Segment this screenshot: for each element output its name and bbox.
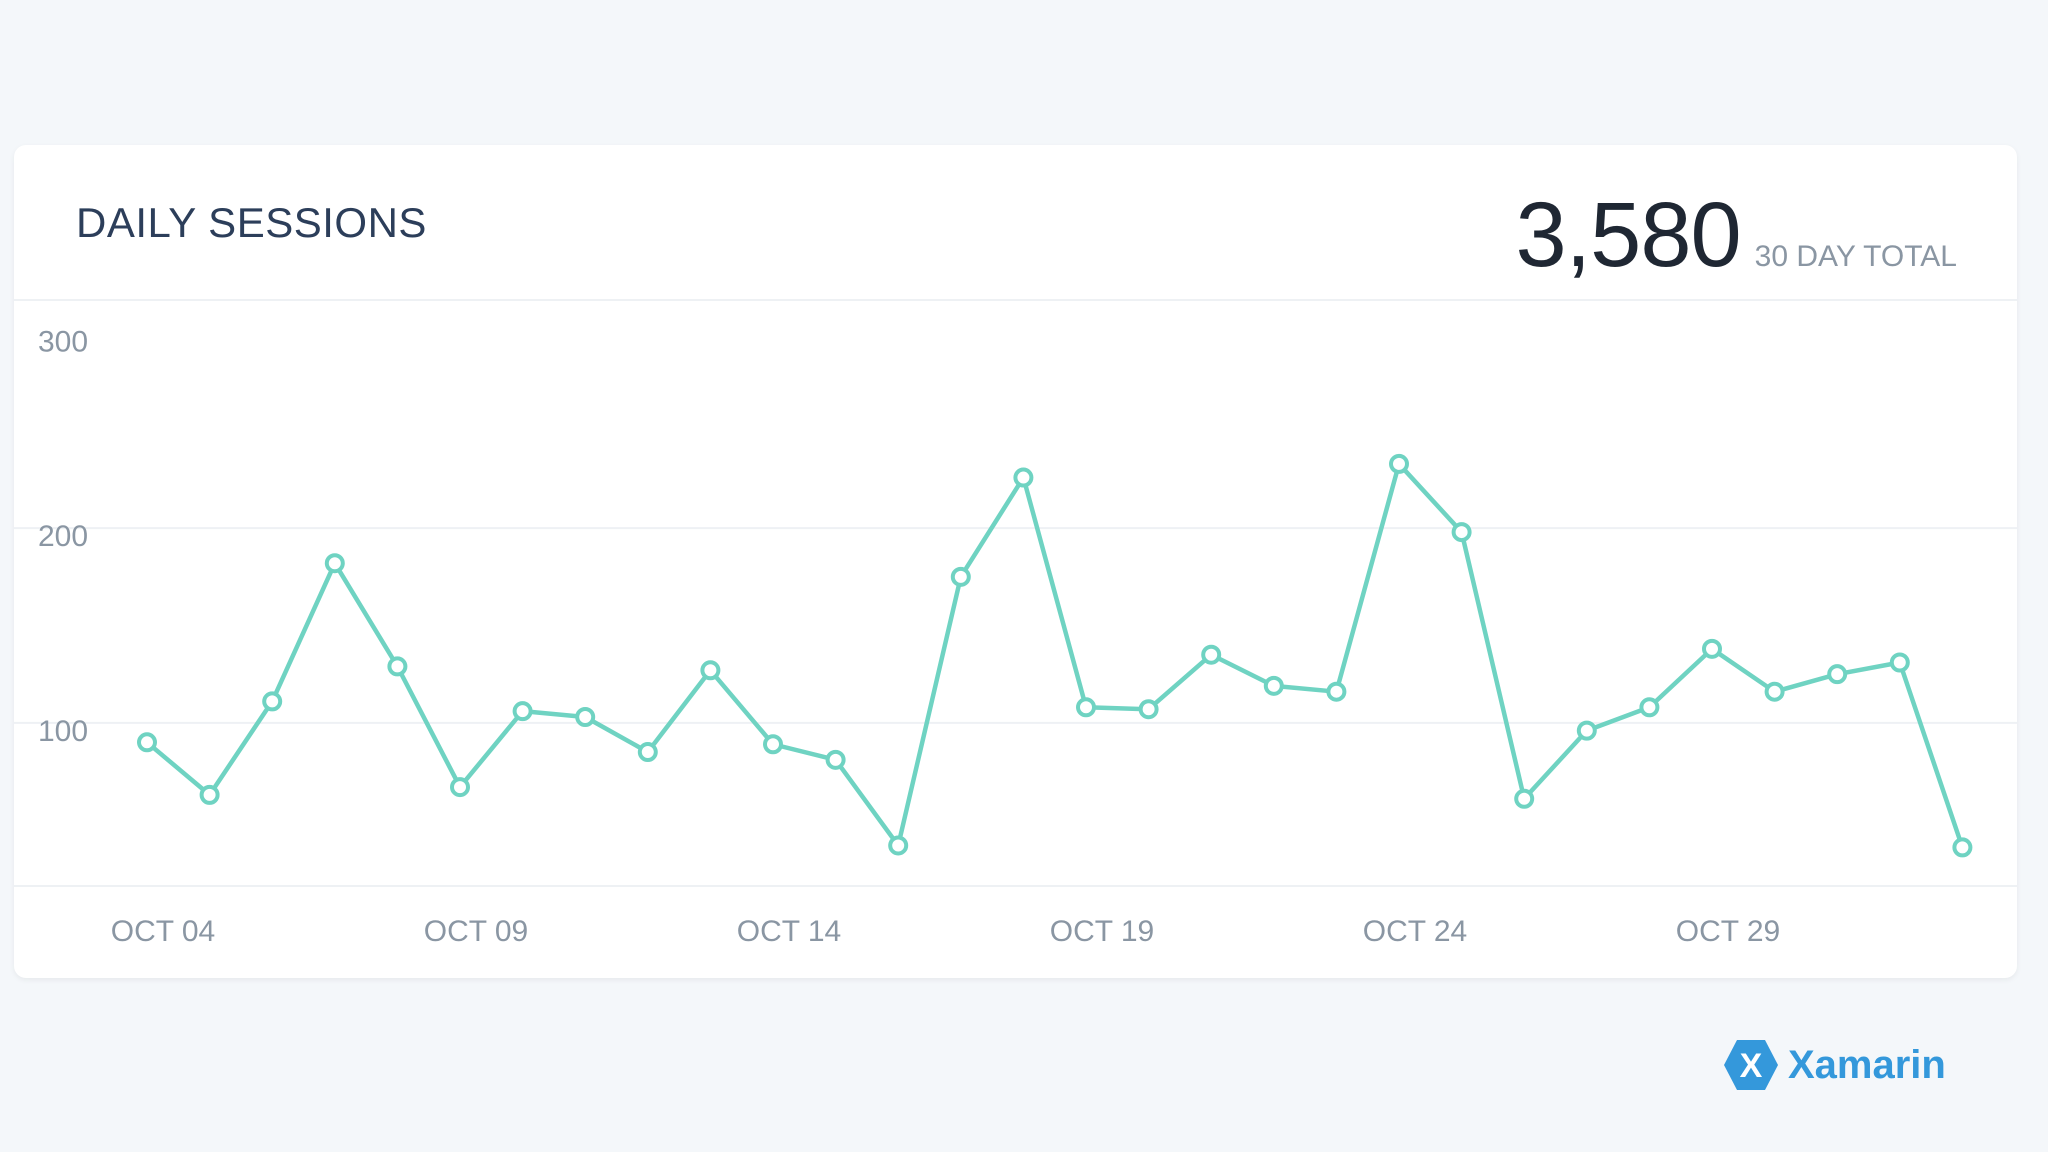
data-point <box>199 784 220 805</box>
data-point <box>1639 697 1660 718</box>
data-point <box>888 835 909 856</box>
data-point <box>1138 699 1159 720</box>
x-tick-label: OCT 24 <box>1363 915 1468 948</box>
brand-name: Xamarin <box>1788 1042 1946 1087</box>
xamarin-hexagon-icon: X <box>1724 1040 1778 1090</box>
data-point <box>512 701 533 722</box>
data-point <box>950 566 971 587</box>
total-value: 3,580 <box>1515 184 1741 286</box>
data-point <box>1076 697 1096 718</box>
y-tick-label: 300 <box>38 326 88 359</box>
x-tick-label: OCT 19 <box>1050 915 1155 948</box>
data-point <box>387 656 408 677</box>
header-divider <box>14 299 2017 301</box>
data-point <box>450 777 470 798</box>
data-point <box>637 742 658 763</box>
data-point <box>1702 638 1722 659</box>
data-point <box>1764 681 1785 702</box>
data-point <box>1576 720 1597 741</box>
x-tick-label: OCT 29 <box>1676 915 1781 948</box>
data-point <box>763 734 783 755</box>
x-tick-label: OCT 14 <box>737 915 842 948</box>
data-point <box>1201 644 1222 665</box>
data-point <box>262 691 283 712</box>
y-tick-label: 200 <box>38 520 88 553</box>
data-point <box>1451 522 1472 543</box>
data-point <box>1889 652 1910 673</box>
data-point <box>1827 664 1848 685</box>
daily-sessions-card: DAILY SESSIONS 3,580 30 DAY TOTAL 300 200… <box>14 145 2017 978</box>
x-tick-label: OCT 09 <box>424 915 529 948</box>
y-tick-label: 100 <box>38 715 88 748</box>
data-point <box>575 706 596 727</box>
sessions-line-chart: 300 200 100 OCT 04 OCT 09 OCT 14 OCT 19 OCT 24 O… <box>14 326 2017 948</box>
data-point <box>825 749 846 770</box>
data-point <box>1326 681 1347 702</box>
logo-mark-letter: X <box>1740 1047 1763 1085</box>
total-summary: 3,580 30 DAY TOTAL <box>1515 183 1957 288</box>
data-point <box>1263 675 1284 696</box>
data-point <box>1389 453 1409 474</box>
xamarin-logo: X Xamarin <box>1722 1036 1946 1094</box>
total-label: 30 DAY TOTAL <box>1754 240 1957 273</box>
data-point <box>324 553 345 574</box>
card-title: DAILY SESSIONS <box>76 199 427 246</box>
data-point <box>700 660 721 681</box>
data-point <box>1952 837 1973 858</box>
data-point <box>1514 788 1535 809</box>
series-line <box>144 461 1965 850</box>
data-point <box>137 732 157 753</box>
x-tick-label: OCT 04 <box>111 915 216 948</box>
data-point <box>1013 467 1034 488</box>
